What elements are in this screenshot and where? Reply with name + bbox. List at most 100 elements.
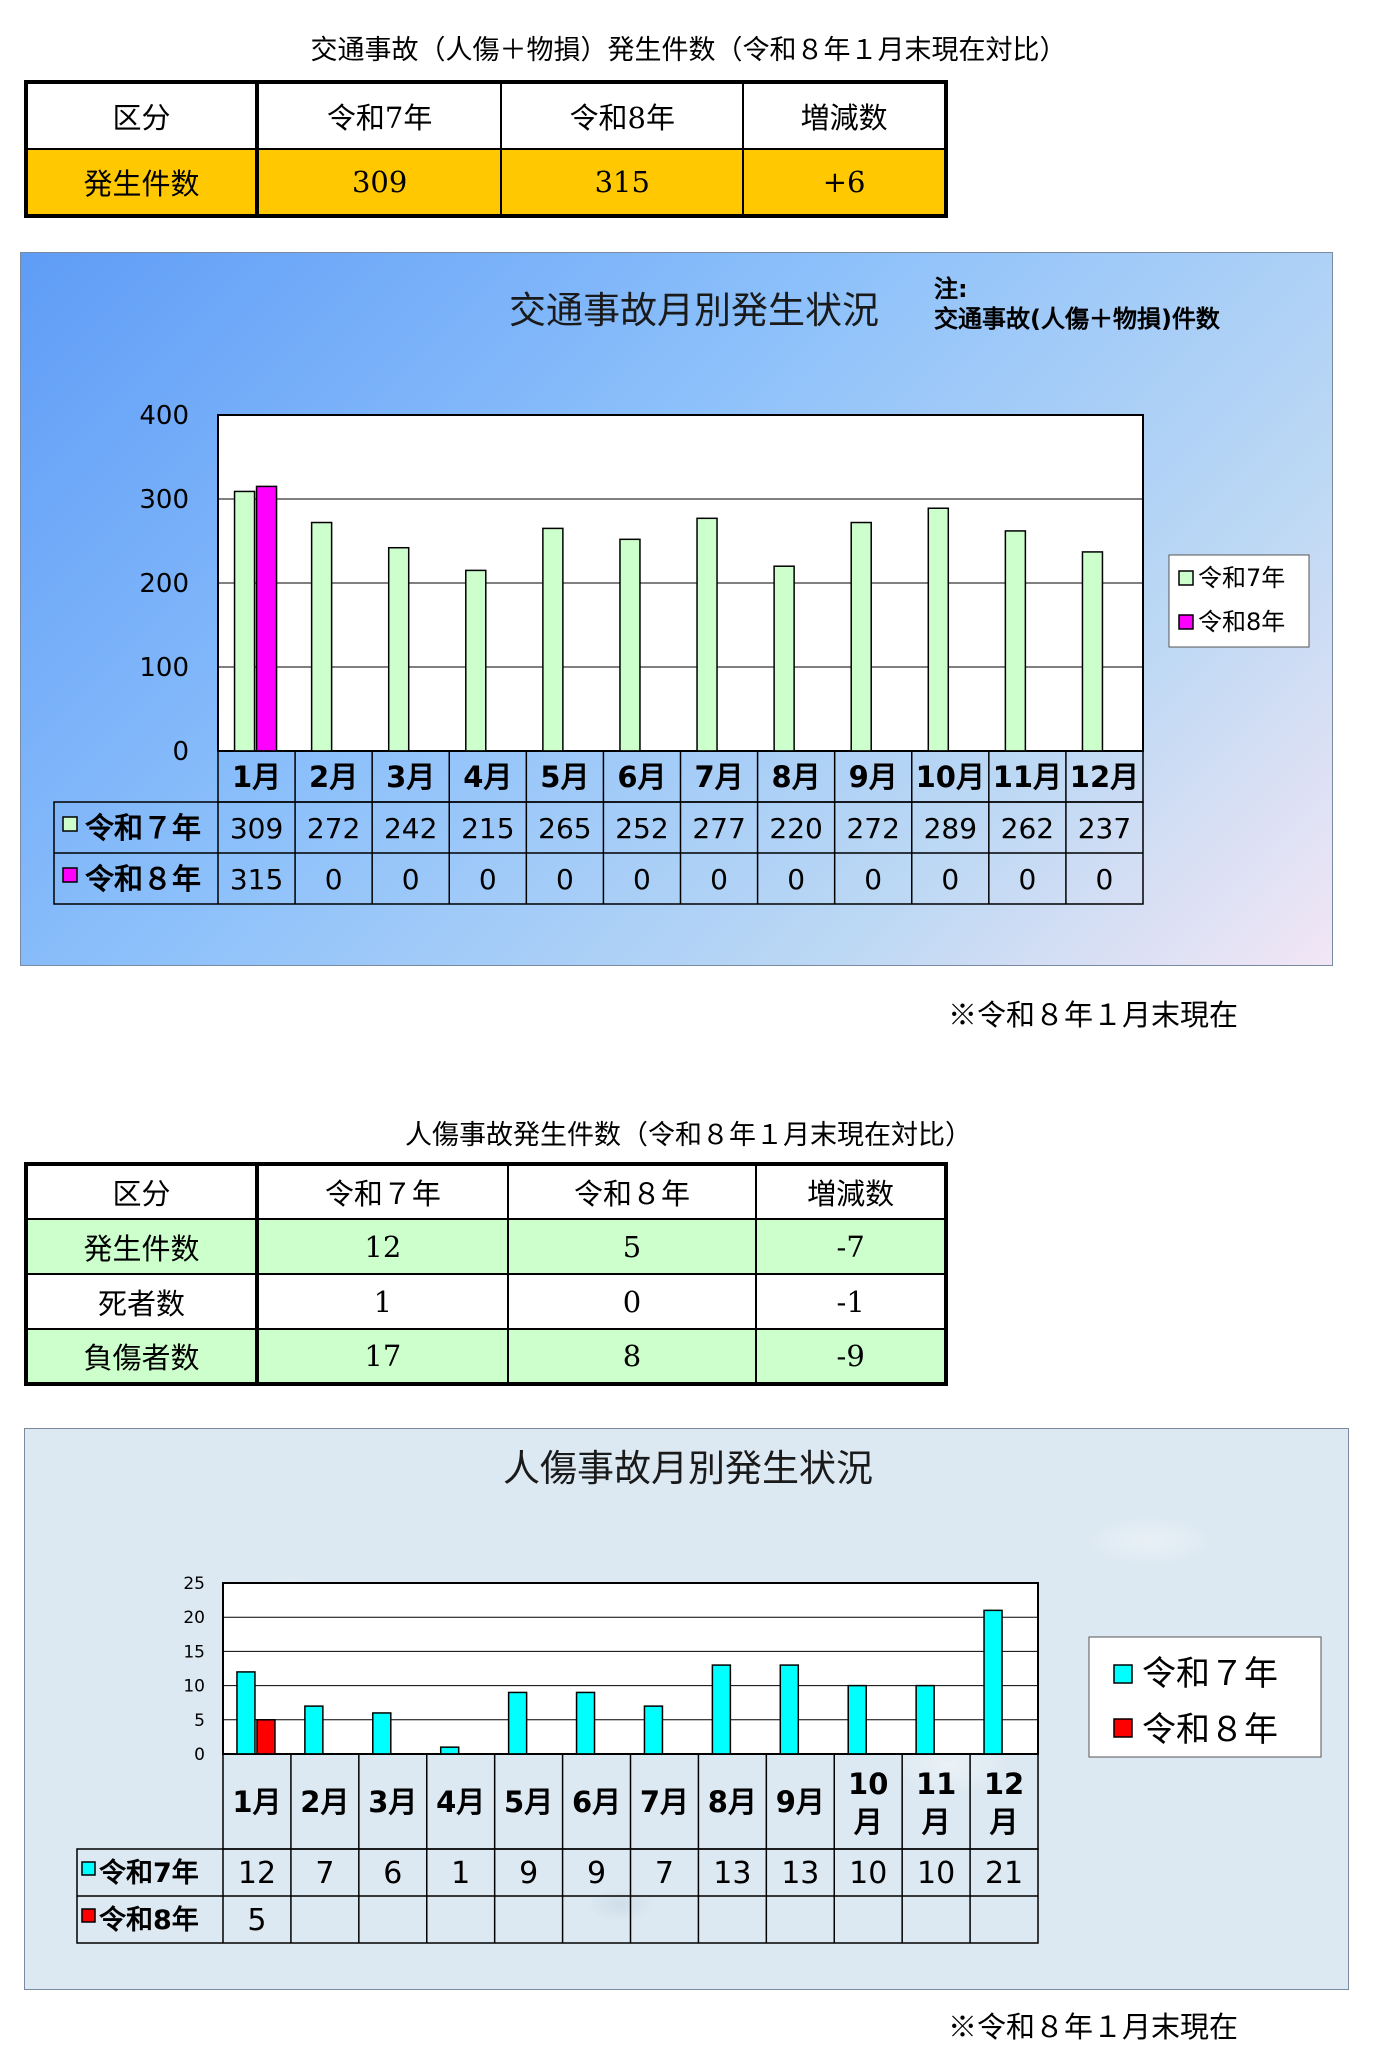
data-label-series1: 215 xyxy=(461,812,514,845)
x-tick-label: 5月 xyxy=(540,760,589,794)
bar-series1 xyxy=(465,569,487,752)
table-row-label-series1: 令和７年 xyxy=(85,811,201,845)
y-tick-label: 5 xyxy=(194,1711,205,1731)
x-tick-label: 8月 xyxy=(772,760,821,794)
x-tick-label: 11月 xyxy=(993,760,1062,794)
x-tick-label: 7月 xyxy=(694,760,743,794)
x-tick-label: 12月 xyxy=(1070,760,1139,794)
data-label-series1: 7 xyxy=(315,1856,334,1891)
value-cell: 309 xyxy=(254,148,503,217)
y-tick-label: 25 xyxy=(183,1574,205,1594)
value-cell: 0 xyxy=(506,1273,758,1330)
data-label-series2: 0 xyxy=(1018,863,1036,896)
summary-table-1: 区分 令和7年 令和8年 増減数 発生件数 309 315 +6 xyxy=(24,80,948,218)
header-cell: 令和８年 xyxy=(506,1163,758,1220)
bar-series1 xyxy=(439,1746,460,1755)
table2-title: 人傷事故発生件数（令和８年１月末現在対比） xyxy=(405,1120,972,1151)
data-label-series1: 237 xyxy=(1078,812,1131,845)
data-label-series1: 309 xyxy=(230,812,283,845)
row-label-cell: 負傷者数 xyxy=(25,1328,258,1385)
data-label-series2: 0 xyxy=(556,863,574,896)
value-cell: 12 xyxy=(255,1218,509,1275)
header-cell: 区分 xyxy=(25,81,258,150)
data-label-series1: 277 xyxy=(692,812,745,845)
value-cell: 8 xyxy=(506,1328,758,1385)
chart1-footnote: ※令和８年１月末現在 xyxy=(948,998,1239,1032)
data-label-series2: 0 xyxy=(864,863,882,896)
bar-series1 xyxy=(773,565,795,752)
legend-label-series1: 令和7年 xyxy=(1198,564,1285,592)
legend-key-series2 xyxy=(1113,1718,1133,1738)
bar-series1 xyxy=(507,1691,528,1755)
value-cell: 1 xyxy=(255,1273,509,1330)
bar-series1 xyxy=(643,1705,664,1755)
bar-series1 xyxy=(619,538,641,752)
value-cell: +6 xyxy=(742,148,947,217)
y-tick-label: 400 xyxy=(139,401,189,431)
summary-table-1-header: 区分 令和7年 令和8年 増減数 xyxy=(25,81,947,150)
x-tick-label: 5月 xyxy=(504,1785,553,1819)
summary-table-2-row: 死者数 1 0 -1 xyxy=(25,1273,947,1330)
data-label-series1: 252 xyxy=(615,812,668,845)
chart1-svg: 交通事故月別発生状況 注:交通事故(人傷＋物損)件数 0 100 200 300 400 1月… xyxy=(53,275,1310,905)
value-cell: -1 xyxy=(755,1273,947,1330)
table-key-series1 xyxy=(81,1861,96,1876)
x-tick-label: 3月 xyxy=(386,760,435,794)
data-label-series1: 265 xyxy=(538,812,591,845)
data-label-series1: 9 xyxy=(519,1856,538,1891)
bar-series1 xyxy=(779,1664,800,1755)
x-tick-label: 9月 xyxy=(776,1785,825,1819)
data-label-series1: 10 xyxy=(917,1856,955,1891)
value-cell: -9 xyxy=(755,1328,947,1385)
data-label-series2: 0 xyxy=(787,863,805,896)
x-tick-label: 10月 xyxy=(916,760,985,794)
bar-series1 xyxy=(233,490,256,752)
data-label-series2: 0 xyxy=(479,863,497,896)
data-label-series1: 21 xyxy=(985,1856,1023,1891)
bar-series1 xyxy=(927,507,950,752)
bar-series1 xyxy=(304,1705,324,1755)
data-label-series1: 13 xyxy=(781,1856,819,1891)
table-row-label-series2: 令和８年 xyxy=(85,862,201,896)
table-key-series1 xyxy=(62,816,78,832)
summary-table-2: 区分 令和７年 令和８年 増減数 発生件数 12 5 -7 死者数 1 0 -1… xyxy=(24,1162,948,1386)
data-label-series1: 6 xyxy=(383,1856,402,1891)
bar-series1 xyxy=(850,521,872,752)
chart1-panel: 交通事故月別発生状況 注: 交通事故(人傷＋物損)件数 0 100 200 300 400 1月… xyxy=(20,252,1333,966)
x-tick-label: 7月 xyxy=(640,1785,689,1819)
bar-series1 xyxy=(915,1684,935,1755)
bar-series1 xyxy=(847,1684,867,1755)
bar-series1 xyxy=(575,1691,596,1755)
y-tick-label: 300 xyxy=(139,485,189,515)
chart2-svg: 人傷事故月別発生状況 0 5 10 15 20 25 1月 12 5 2月 7 3月 6 4月 1 5月 9 6月 9… xyxy=(76,1447,1322,1944)
data-label-series1: 10 xyxy=(849,1856,887,1891)
bar-series1 xyxy=(372,1712,392,1755)
table-row-label-series1: 令和7年 xyxy=(99,1857,199,1889)
summary-table-2-row: 負傷者数 17 8 -9 xyxy=(25,1328,947,1385)
value-cell: 315 xyxy=(500,148,745,217)
x-tick-label: 2月 xyxy=(309,760,358,794)
header-cell: 増減数 xyxy=(742,81,947,150)
legend-key-series2 xyxy=(1178,614,1194,630)
data-label-series2: 0 xyxy=(941,863,959,896)
x-tick-label: 3月 xyxy=(368,1785,417,1819)
legend-key-series1 xyxy=(1113,1664,1133,1684)
y-tick-label: 100 xyxy=(139,653,189,683)
data-label-series1: 272 xyxy=(307,812,360,845)
summary-table-2-row: 発生件数 12 5 -7 xyxy=(25,1218,947,1275)
header-cell: 区分 xyxy=(25,1163,258,1220)
table-key-series2 xyxy=(81,1908,96,1923)
value-cell: 17 xyxy=(255,1328,509,1385)
row-label-cell: 死者数 xyxy=(25,1273,258,1330)
row-label-cell: 発生件数 xyxy=(25,148,258,217)
bar-series1 xyxy=(696,517,718,752)
data-label-series1: 13 xyxy=(713,1856,751,1891)
summary-table-2-header: 区分 令和７年 令和８年 増減数 xyxy=(25,1163,947,1220)
x-tick-label: 1月 xyxy=(232,1785,281,1819)
y-tick-label: 20 xyxy=(183,1608,205,1628)
x-tick-label: 2月 xyxy=(300,1785,349,1819)
chart1-title: 交通事故月別発生状況 xyxy=(509,289,879,332)
data-label-series2: 0 xyxy=(1096,863,1114,896)
